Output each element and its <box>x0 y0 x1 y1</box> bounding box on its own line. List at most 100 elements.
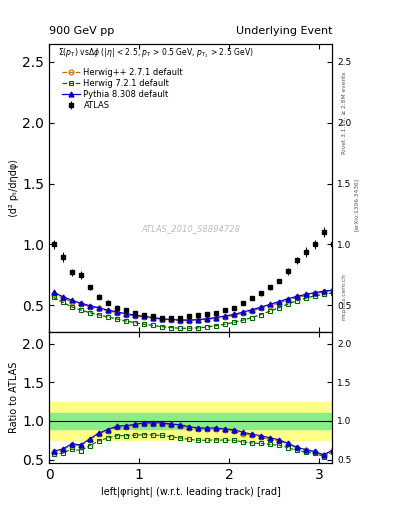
Herwig++ 2.7.1 default <box>159 316 164 323</box>
Pythia 8.308 default <box>177 317 182 323</box>
Herwig++ 2.7.1 default <box>87 304 92 310</box>
Herwig 7.2.1 default <box>96 312 101 318</box>
Herwig 7.2.1 default <box>151 323 155 329</box>
Herwig 7.2.1 default <box>331 290 335 296</box>
Pythia 8.308 default <box>294 293 299 300</box>
Herwig 7.2.1 default <box>285 301 290 307</box>
Pythia 8.308 default <box>331 287 335 293</box>
Herwig++ 2.7.1 default <box>132 313 137 319</box>
Herwig 7.2.1 default <box>204 324 209 330</box>
Pythia 8.308 default <box>303 291 308 297</box>
Herwig++ 2.7.1 default <box>114 310 119 316</box>
Pythia 8.308 default <box>51 289 56 295</box>
Herwig 7.2.1 default <box>177 325 182 331</box>
Herwig++ 2.7.1 default <box>312 290 317 296</box>
Y-axis label: ⟨d² pₜ/dηdφ⟩: ⟨d² pₜ/dηdφ⟩ <box>9 159 20 217</box>
Herwig 7.2.1 default <box>195 325 200 331</box>
Text: Underlying Event: Underlying Event <box>235 26 332 36</box>
Herwig++ 2.7.1 default <box>186 317 191 324</box>
Pythia 8.308 default <box>141 313 146 319</box>
Herwig 7.2.1 default <box>231 319 236 326</box>
Herwig 7.2.1 default <box>159 324 164 330</box>
Pythia 8.308 default <box>60 293 65 300</box>
Herwig 7.2.1 default <box>168 325 173 331</box>
Pythia 8.308 default <box>105 307 110 313</box>
Herwig++ 2.7.1 default <box>276 300 281 306</box>
Pythia 8.308 default <box>231 311 236 317</box>
Herwig++ 2.7.1 default <box>331 287 335 293</box>
Herwig++ 2.7.1 default <box>222 314 227 320</box>
Herwig++ 2.7.1 default <box>259 305 263 311</box>
Pythia 8.308 default <box>78 300 83 306</box>
Herwig 7.2.1 default <box>123 318 128 324</box>
Text: $\Sigma(p_\mathrm{T})$ vs$\Delta\phi$ ($|\eta|$ < 2.5, $p_\mathrm{T}$ > 0.5 GeV,: $\Sigma(p_\mathrm{T})$ vs$\Delta\phi$ ($… <box>58 47 253 60</box>
Bar <box>49 413 332 429</box>
Line: Herwig++ 2.7.1 default: Herwig++ 2.7.1 default <box>51 288 335 323</box>
Herwig++ 2.7.1 default <box>168 317 173 323</box>
Herwig++ 2.7.1 default <box>267 303 272 309</box>
Herwig++ 2.7.1 default <box>141 314 146 320</box>
Herwig++ 2.7.1 default <box>231 312 236 318</box>
Herwig 7.2.1 default <box>51 294 56 301</box>
Herwig++ 2.7.1 default <box>96 305 101 311</box>
Text: 900 GeV pp: 900 GeV pp <box>49 26 114 36</box>
Pythia 8.308 default <box>123 311 128 317</box>
Pythia 8.308 default <box>87 303 92 309</box>
Herwig 7.2.1 default <box>250 314 254 321</box>
Herwig++ 2.7.1 default <box>213 315 218 321</box>
Pythia 8.308 default <box>132 312 137 318</box>
Herwig++ 2.7.1 default <box>105 308 110 314</box>
Herwig++ 2.7.1 default <box>123 311 128 317</box>
Pythia 8.308 default <box>321 288 326 294</box>
Text: Rivet 3.1.10, ≥ 2.8M events: Rivet 3.1.10, ≥ 2.8M events <box>342 71 347 154</box>
Herwig 7.2.1 default <box>303 295 308 301</box>
Herwig 7.2.1 default <box>132 319 137 326</box>
Herwig++ 2.7.1 default <box>241 310 245 316</box>
X-axis label: left|φright| (w.r.t. leading track) [rad]: left|φright| (w.r.t. leading track) [rad… <box>101 486 281 497</box>
Pythia 8.308 default <box>114 309 119 315</box>
Herwig 7.2.1 default <box>114 316 119 322</box>
Pythia 8.308 default <box>213 314 218 321</box>
Herwig++ 2.7.1 default <box>321 289 326 295</box>
Herwig++ 2.7.1 default <box>285 297 290 303</box>
Bar <box>49 401 332 440</box>
Pythia 8.308 default <box>222 313 227 319</box>
Pythia 8.308 default <box>168 316 173 323</box>
Pythia 8.308 default <box>96 305 101 311</box>
Herwig 7.2.1 default <box>259 311 263 317</box>
Herwig++ 2.7.1 default <box>78 301 83 307</box>
Herwig++ 2.7.1 default <box>294 294 299 301</box>
Herwig 7.2.1 default <box>294 297 299 304</box>
Legend: Herwig++ 2.7.1 default, Herwig 7.2.1 default, Pythia 8.308 default, ATLAS: Herwig++ 2.7.1 default, Herwig 7.2.1 def… <box>62 68 183 110</box>
Pythia 8.308 default <box>312 290 317 296</box>
Pythia 8.308 default <box>69 297 74 303</box>
Pythia 8.308 default <box>285 296 290 302</box>
Herwig++ 2.7.1 default <box>250 308 254 314</box>
Herwig++ 2.7.1 default <box>177 317 182 324</box>
Herwig 7.2.1 default <box>241 317 245 323</box>
Pythia 8.308 default <box>259 304 263 310</box>
Herwig 7.2.1 default <box>267 308 272 314</box>
Text: ATLAS_2010_S8894728: ATLAS_2010_S8894728 <box>141 224 240 233</box>
Pythia 8.308 default <box>204 316 209 322</box>
Herwig++ 2.7.1 default <box>69 298 74 305</box>
Pythia 8.308 default <box>276 298 281 305</box>
Herwig++ 2.7.1 default <box>303 292 308 298</box>
Pythia 8.308 default <box>151 314 155 321</box>
Herwig++ 2.7.1 default <box>195 317 200 323</box>
Herwig 7.2.1 default <box>60 299 65 305</box>
Herwig++ 2.7.1 default <box>60 295 65 301</box>
Herwig 7.2.1 default <box>321 291 326 297</box>
Herwig 7.2.1 default <box>69 304 74 310</box>
Text: mcplots.cern.ch: mcplots.cern.ch <box>342 273 347 321</box>
Pythia 8.308 default <box>186 317 191 323</box>
Pythia 8.308 default <box>267 302 272 308</box>
Pythia 8.308 default <box>195 316 200 323</box>
Line: Herwig 7.2.1 default: Herwig 7.2.1 default <box>51 290 335 331</box>
Herwig 7.2.1 default <box>105 314 110 320</box>
Herwig 7.2.1 default <box>87 310 92 316</box>
Herwig++ 2.7.1 default <box>51 291 56 297</box>
Herwig 7.2.1 default <box>312 293 317 299</box>
Herwig 7.2.1 default <box>213 323 218 329</box>
Pythia 8.308 default <box>159 316 164 322</box>
